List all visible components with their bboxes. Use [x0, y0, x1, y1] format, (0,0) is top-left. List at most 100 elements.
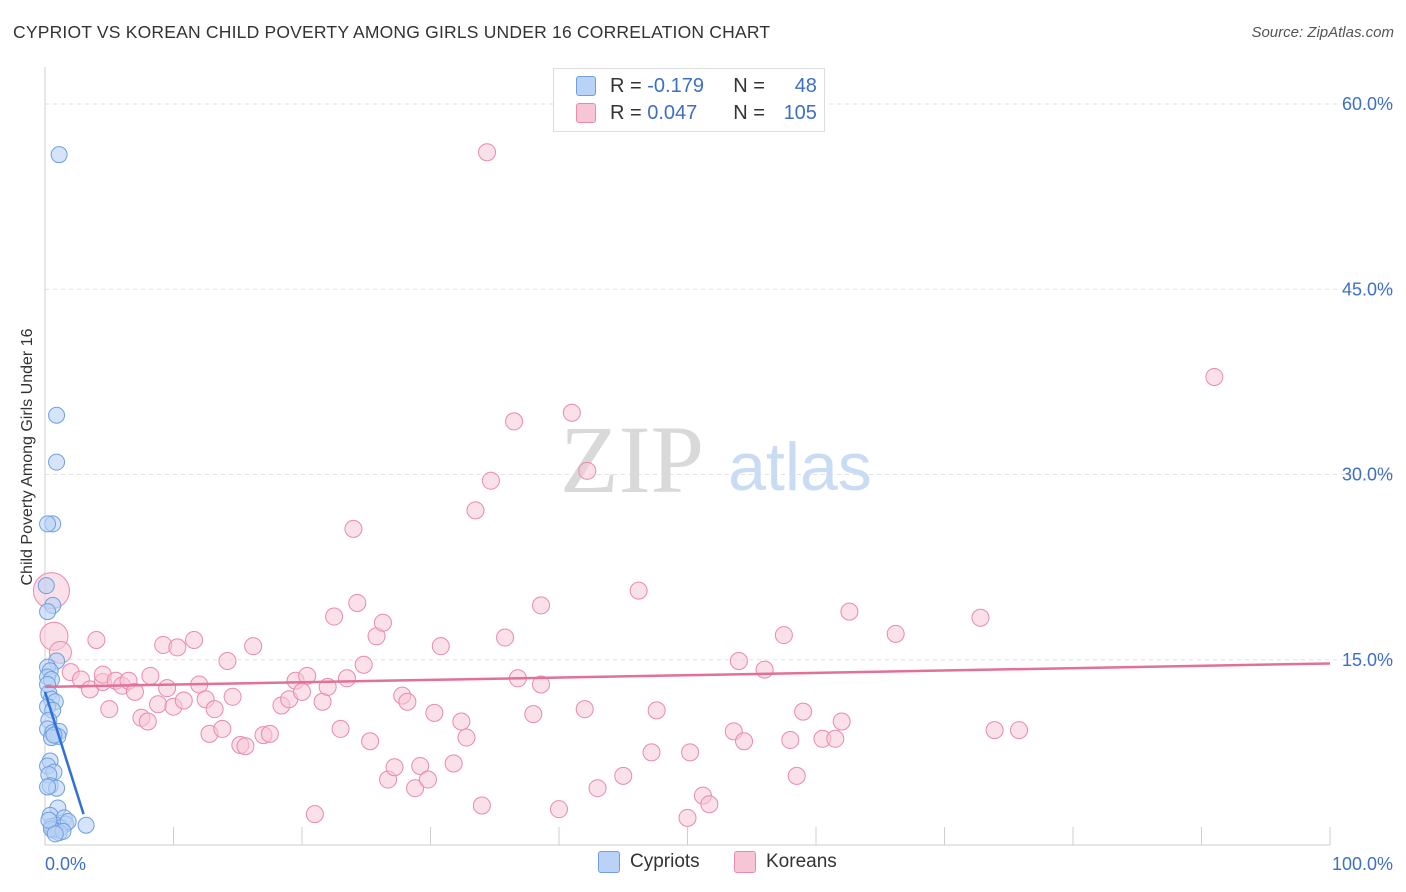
korean-point — [971, 608, 990, 627]
x-tick-label: 100.0% — [1332, 854, 1393, 874]
legend-n-label: N = — [733, 101, 765, 124]
korean-point — [223, 687, 242, 706]
cypriot-legend-swatch — [598, 851, 620, 873]
korean-point — [562, 403, 581, 422]
korean-point — [578, 461, 597, 480]
korean-point — [218, 651, 237, 670]
korean-point — [826, 729, 845, 748]
y-tick-label: 60.0% — [1342, 94, 1393, 114]
korean-point — [588, 779, 607, 798]
watermark-atlas: atlas — [728, 429, 872, 505]
cypriot-point — [39, 603, 57, 621]
gridlines — [45, 103, 1395, 661]
cypriot-point — [39, 515, 57, 533]
watermark-zip: ZIP — [560, 406, 704, 513]
korean-point — [344, 519, 363, 538]
korean-point — [1010, 721, 1029, 740]
korean-legend-swatch — [734, 851, 756, 873]
korean-point — [138, 712, 157, 731]
legend-r-label: R = — [610, 74, 642, 97]
korean-point — [886, 624, 905, 643]
korean-point — [729, 651, 748, 670]
cypriot-trend-line — [43, 691, 85, 815]
korean-point — [678, 808, 697, 827]
y-tick-label: 45.0% — [1342, 279, 1393, 299]
korean-point — [406, 779, 425, 798]
korean-point — [466, 501, 485, 520]
korean-point — [985, 721, 1004, 740]
korean-point — [348, 593, 367, 612]
legend-n-value: 48 — [794, 74, 817, 97]
cypriot-point — [46, 825, 64, 843]
korean-point — [325, 607, 344, 626]
korean-point — [185, 631, 204, 650]
korean-point — [642, 743, 661, 762]
cypriot-point — [77, 816, 95, 834]
korean-point — [794, 702, 813, 721]
korean-point — [496, 628, 515, 647]
korean-point — [149, 695, 168, 714]
korean-point — [700, 795, 719, 814]
korean-point — [532, 596, 551, 615]
cypriot-point — [39, 778, 57, 796]
korean-point — [141, 666, 160, 685]
korean-point — [681, 743, 700, 762]
korean-swatch — [576, 103, 596, 123]
koreans-legend-label: Koreans — [766, 851, 837, 872]
korean-point — [425, 703, 444, 722]
korean-point — [481, 471, 500, 490]
korean-point — [614, 766, 633, 785]
korean-point — [431, 637, 450, 656]
korean-point — [735, 732, 754, 751]
korean-point — [293, 682, 311, 701]
korean-point — [331, 719, 350, 738]
korean-point — [244, 637, 263, 656]
korean-point — [205, 700, 224, 719]
legend-r-value: 0.047 — [647, 101, 698, 124]
korean-point — [840, 602, 859, 621]
korean-point — [472, 796, 491, 815]
cypriot-point — [48, 406, 66, 424]
korean-point — [478, 143, 497, 162]
tick-labels: 15.0% 30.0% 45.0% 60.0% 0.0% 100.0% — [45, 94, 1393, 874]
korean-point — [354, 655, 373, 674]
korean-point — [532, 675, 551, 694]
bottom-legend-koreans: Koreans — [734, 851, 837, 873]
korean-point — [457, 728, 476, 747]
legend-row-koreans: R = 0.047 N = 105 — [576, 100, 817, 126]
legend-r-label: R = — [610, 101, 642, 124]
korean-point — [832, 712, 851, 731]
x-tick-label: 0.0% — [45, 854, 86, 874]
y-tick-label: 30.0% — [1342, 465, 1393, 485]
korean-point — [236, 737, 255, 756]
korean-point — [87, 631, 106, 650]
legend-r-value: -0.179 — [647, 74, 704, 97]
cypriot-point — [48, 453, 66, 471]
korean-point — [213, 719, 232, 738]
chart-title: CYPRIOT VS KOREAN CHILD POVERTY AMONG GI… — [13, 22, 771, 42]
korean-point — [168, 638, 187, 657]
correlation-legend: R = -0.179 N = 48 R = 0.047 N = 105 — [553, 68, 825, 132]
korean-point — [100, 700, 119, 719]
korean-point — [174, 691, 193, 710]
korean-point — [361, 732, 380, 751]
cypriot-swatch — [576, 76, 596, 96]
korean-point — [647, 701, 666, 720]
korean-point — [125, 682, 144, 701]
korean-point — [1205, 367, 1224, 386]
korean-point — [505, 412, 524, 431]
korean-point — [550, 800, 568, 819]
cypriot-point — [37, 577, 55, 595]
korean-point — [298, 666, 317, 685]
korean-point — [629, 581, 648, 600]
bottom-legend-cypriots: Cypriots — [598, 851, 700, 873]
korean-point — [452, 712, 471, 731]
korean-point — [158, 679, 177, 698]
legend-row-cypriots: R = -0.179 N = 48 — [576, 73, 817, 99]
korean-point — [398, 692, 417, 711]
y-tick-label: 15.0% — [1342, 650, 1393, 670]
korean-point — [787, 766, 806, 785]
korean-trend-line — [44, 662, 1331, 689]
korean-point — [373, 613, 392, 632]
